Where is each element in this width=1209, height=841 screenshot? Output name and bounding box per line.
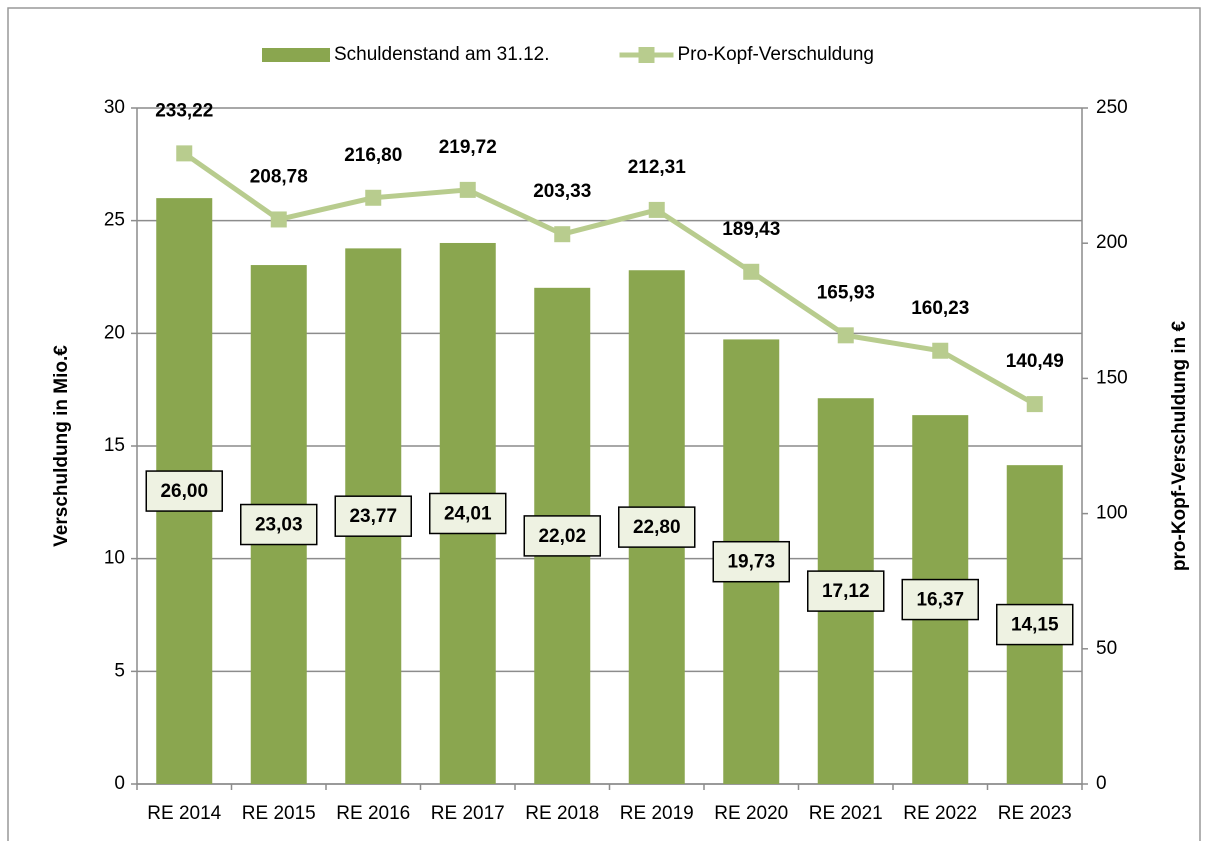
- marker: [837, 327, 854, 344]
- data-label-box: [429, 492, 507, 535]
- data-label: 216,80: [344, 145, 402, 166]
- y2-tick-label: 0: [1096, 773, 1107, 794]
- y2-tick-label: 250: [1096, 97, 1128, 118]
- marker: [554, 226, 571, 243]
- y-tick-label: 20: [104, 322, 125, 343]
- legend-label: Schuldenstand am 31.12.: [334, 44, 550, 65]
- data-label: 24,01: [444, 504, 492, 525]
- x-tick-label: RE 2023: [998, 803, 1072, 824]
- y-tick-label: 0: [114, 773, 125, 794]
- marker: [270, 211, 287, 228]
- legend-marker: [638, 47, 655, 63]
- y-tick-label: 15: [104, 435, 125, 456]
- marker: [459, 181, 476, 198]
- data-label: 233,22: [155, 100, 213, 121]
- data-label-box: [240, 503, 318, 546]
- data-label: 212,31: [628, 157, 687, 178]
- marker: [743, 263, 760, 280]
- data-label: 19,73: [727, 552, 775, 573]
- data-label: 165,93: [817, 282, 875, 303]
- data-label-box: [712, 540, 790, 583]
- legend-label: Pro-Kopf-Verschuldung: [678, 44, 874, 65]
- data-label: 22,80: [633, 517, 681, 538]
- y-tick-label: 5: [114, 660, 125, 681]
- marker: [932, 342, 949, 359]
- x-tick-label: RE 2016: [336, 803, 410, 824]
- x-tick-label: RE 2022: [903, 803, 977, 824]
- data-label: 23,03: [255, 515, 303, 536]
- data-label: 22,02: [538, 526, 586, 547]
- data-label: 219,72: [439, 137, 497, 158]
- data-label: 160,23: [911, 298, 969, 319]
- y2-tick-label: 50: [1096, 638, 1117, 659]
- marker: [176, 145, 193, 162]
- y-tick-label: 25: [104, 210, 125, 231]
- x-tick-label: RE 2019: [620, 803, 694, 824]
- data-label: 23,77: [349, 506, 397, 527]
- y-tick-label: 30: [104, 97, 125, 118]
- marker: [648, 201, 665, 218]
- data-label: 140,49: [1006, 351, 1064, 372]
- marker: [1026, 396, 1043, 413]
- x-tick-label: RE 2018: [525, 803, 599, 824]
- y2-tick-label: 150: [1096, 367, 1128, 388]
- data-label-box: [523, 515, 601, 557]
- data-label-box: [807, 570, 885, 612]
- data-label: 208,78: [250, 166, 308, 187]
- x-tick-label: RE 2021: [809, 803, 883, 824]
- line: [182, 151, 1036, 407]
- data-label-box: [618, 506, 696, 548]
- marker: [365, 189, 382, 206]
- y2-tick-label: 200: [1096, 232, 1128, 253]
- data-label-box: [901, 578, 979, 621]
- y-axis-title: Verschuldung in Mio.€: [51, 345, 72, 547]
- y2-axis-title: pro-Kopf-Verschuldung in €: [1169, 320, 1190, 571]
- data-label: 189,43: [722, 219, 780, 240]
- y-tick-label: 10: [104, 548, 125, 569]
- data-label-box: [145, 470, 223, 512]
- legend-swatch: [262, 48, 330, 62]
- x-tick-label: RE 2020: [714, 803, 788, 824]
- x-tick-label: RE 2014: [147, 803, 221, 824]
- data-label: 16,37: [916, 590, 964, 611]
- data-label: 26,00: [160, 481, 208, 502]
- x-tick-label: RE 2015: [242, 803, 316, 824]
- x-tick-label: RE 2017: [431, 803, 505, 824]
- data-label: 14,15: [1011, 615, 1059, 636]
- data-label-box: [334, 495, 412, 537]
- data-label: 17,12: [822, 581, 870, 602]
- chart-border: [7, 7, 1201, 841]
- data-label: 203,33: [533, 181, 591, 202]
- y2-tick-label: 100: [1096, 503, 1128, 524]
- data-label-box: [996, 603, 1074, 646]
